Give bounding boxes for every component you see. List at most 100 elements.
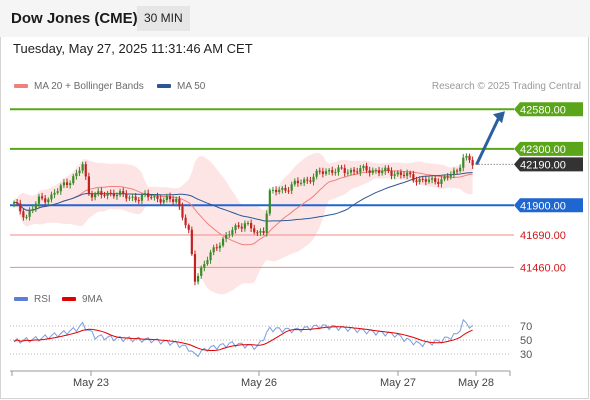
candle-body [462,157,465,168]
candle [415,176,418,186]
header-bar: Dow Jones (CME) 30 MIN [0,0,590,37]
candle-body [81,164,84,171]
candle-body [94,193,97,198]
candle [352,167,356,176]
candle-body [159,198,162,203]
candle-body [443,176,446,180]
candle-body [321,171,324,174]
candle [231,226,234,238]
candle [22,208,25,221]
rsi-tick-50: 50 [520,335,532,347]
timeframe-button[interactable]: 30 MIN [137,6,190,31]
rsi-swatch [14,297,28,302]
candle [153,194,156,201]
candle [115,192,119,200]
candle-body [172,199,175,202]
legend-ma50: MA 50 [157,81,205,92]
candle [462,154,465,172]
candle-body [34,203,37,209]
level-label-41460.00: 41460.00 [520,262,566,274]
candle-body [368,170,371,173]
candle [287,186,290,194]
candle [246,220,250,226]
candle [459,164,462,173]
datetime-label: Tuesday, May 27, 2025 11:31:46 AM CET [13,41,253,56]
candle-body [128,197,131,199]
candle [215,243,218,251]
candle [62,179,66,189]
candle [328,168,331,175]
candle-body [250,223,253,229]
candle-body [97,191,100,194]
candle-body [384,167,387,172]
candle [137,196,140,205]
candle-body [143,193,147,195]
candle [390,167,393,180]
candle [193,250,197,286]
candle [381,167,384,176]
candle-body [78,170,81,174]
level-tag-42580.00 [514,102,583,117]
candle [47,197,50,205]
candle-body [203,264,206,268]
candle-body [468,155,471,161]
candle [468,153,471,163]
candle [225,232,228,243]
candle-body [22,211,25,218]
candle-body [31,208,34,211]
candle [162,197,165,206]
candle-body [25,216,28,218]
candle-body [87,176,90,195]
candle-body [303,179,306,183]
candle-body [309,180,312,182]
rsi-tick-70: 70 [520,321,532,333]
candle [168,192,172,203]
x-tick-label-May 27: May 27 [380,377,416,389]
candle-body [396,172,399,175]
candle [56,188,59,195]
candle [343,164,346,177]
candle-body [118,191,122,195]
candle [356,167,359,175]
candle-body [430,178,434,180]
candle-body [465,155,468,158]
candle [28,207,31,221]
candle [206,256,209,266]
candle [65,178,69,188]
candle-body [306,179,309,181]
candle [337,164,340,176]
candle [443,174,446,182]
candle-body [359,168,362,173]
candle [256,229,259,236]
candle [374,168,378,174]
candle [271,186,275,194]
candle-body [399,172,402,175]
candle-body [315,170,318,177]
candle-body [290,184,293,191]
candle [437,178,440,188]
candle-body [437,181,440,184]
candle [103,191,106,198]
candle-body [240,226,243,229]
candle-body [181,206,184,218]
candle-body [331,170,334,173]
candle-body [334,172,337,174]
candle [40,192,44,201]
candle [465,153,468,161]
candle [190,226,193,256]
candle [31,205,34,214]
candle-body [243,223,246,229]
candle [90,190,94,201]
candle [471,156,474,169]
candle [122,187,125,197]
candle-body [140,194,144,201]
candle-body [268,190,271,214]
candle-body [218,245,222,249]
candle [172,195,175,206]
legend-9ma-label: 9MA [82,294,103,305]
candle-body [362,165,365,169]
legend-rsi-label: RSI [34,294,51,305]
candle-body [200,267,203,276]
candle [87,172,90,196]
